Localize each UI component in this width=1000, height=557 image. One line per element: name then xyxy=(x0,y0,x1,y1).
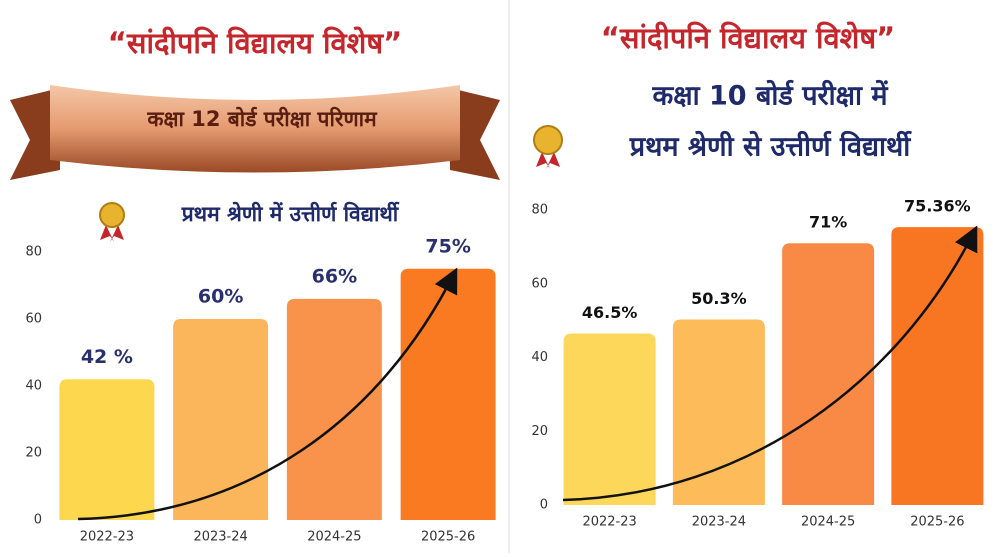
chart-title: “सांदीपनि विद्यालय विशेष” xyxy=(601,21,895,55)
bar xyxy=(891,227,984,506)
x-tick-label: 2024-25 xyxy=(307,530,361,545)
y-tick-label: 80 xyxy=(531,203,548,218)
x-tick-label: 2025-26 xyxy=(910,515,964,530)
y-tick-label: 20 xyxy=(25,446,42,461)
bar xyxy=(782,243,875,505)
medal xyxy=(533,125,563,169)
y-tick-label: 40 xyxy=(25,379,42,394)
x-tick-label: 2024-25 xyxy=(801,515,855,530)
value-label: 60% xyxy=(198,286,243,308)
y-tick-label: 0 xyxy=(34,513,42,528)
value-label: 42 % xyxy=(81,346,133,368)
y-tick-label: 40 xyxy=(531,350,548,365)
value-label: 50.3% xyxy=(691,289,747,308)
bar xyxy=(59,379,155,520)
annotation: प्रथम श्रेणी से उत्तीर्ण विद्यार्थी xyxy=(629,131,912,163)
x-tick-label: 2025-26 xyxy=(421,530,475,545)
bar xyxy=(563,333,656,505)
trend-arrow xyxy=(562,225,978,502)
ribbon xyxy=(50,85,460,173)
x-tick-label: 2022-23 xyxy=(80,530,134,545)
y-tick-label: 20 xyxy=(531,424,548,439)
annotation: प्रथम श्रेणी में उत्तीर्ण विद्यार्थी xyxy=(181,201,400,226)
y-tick-label: 60 xyxy=(25,312,42,327)
value-label: 75.36% xyxy=(904,197,971,216)
bar xyxy=(173,319,269,520)
subtitle: कक्षा 10 बोर्ड परीक्षा में xyxy=(652,80,889,112)
value-label: 75% xyxy=(425,235,470,257)
value-label: 66% xyxy=(312,265,357,287)
chart-title: “सांदीपनि विद्यालय विशेष” xyxy=(108,26,402,60)
y-tick-label: 60 xyxy=(531,276,548,291)
x-tick-label: 2023-24 xyxy=(692,515,746,530)
value-label: 71% xyxy=(809,213,847,232)
x-tick-label: 2023-24 xyxy=(193,530,247,545)
bar xyxy=(400,268,496,520)
medal xyxy=(99,202,125,242)
subtitle: कक्षा 12 बोर्ड परीक्षा परिणाम xyxy=(146,106,378,131)
y-tick-label: 0 xyxy=(540,498,548,513)
bar xyxy=(286,298,382,520)
trend-arrow xyxy=(77,267,458,521)
y-tick-label: 80 xyxy=(25,245,42,260)
value-label: 46.5% xyxy=(582,303,638,322)
ribbon-end xyxy=(10,88,60,180)
bar xyxy=(672,319,765,505)
ribbon-end xyxy=(450,88,500,180)
x-tick-label: 2022-23 xyxy=(582,515,636,530)
